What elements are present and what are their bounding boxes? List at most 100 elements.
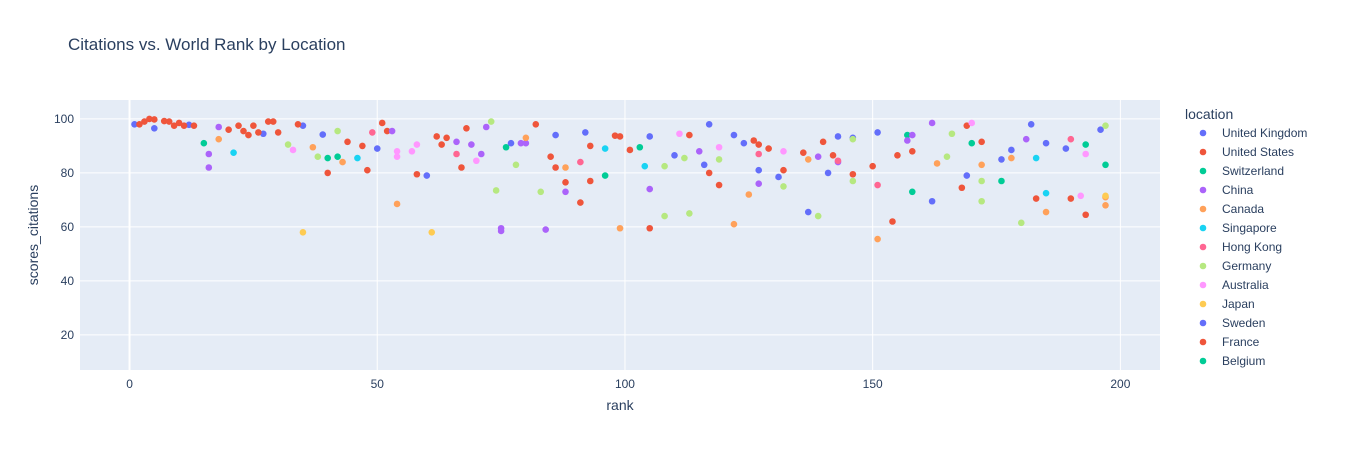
- data-point-united-kingdom[interactable]: [824, 169, 832, 177]
- data-point-canada[interactable]: [978, 161, 985, 169]
- data-point-germany[interactable]: [537, 188, 545, 196]
- legend-item-belgium[interactable]: Belgium: [1199, 354, 1266, 368]
- data-point-canada[interactable]: [616, 224, 624, 232]
- data-point-united-states[interactable]: [324, 169, 332, 177]
- data-point-china[interactable]: [453, 138, 460, 146]
- data-point-singapore[interactable]: [354, 154, 361, 162]
- data-point-united-states[interactable]: [136, 121, 143, 128]
- data-point-australia[interactable]: [393, 148, 401, 155]
- data-point-united-kingdom[interactable]: [998, 156, 1005, 163]
- data-point-germany[interactable]: [492, 187, 500, 194]
- data-point-australia[interactable]: [968, 119, 976, 127]
- data-point-china[interactable]: [482, 123, 490, 131]
- data-point-canada[interactable]: [804, 156, 812, 163]
- data-point-china[interactable]: [904, 137, 911, 144]
- legend-item-united-kingdom[interactable]: United Kingdom: [1199, 126, 1308, 140]
- data-point-china[interactable]: [814, 153, 822, 160]
- data-point-united-states[interactable]: [146, 115, 153, 123]
- data-point-united-states[interactable]: [240, 127, 247, 135]
- data-point-united-kingdom[interactable]: [874, 129, 881, 136]
- legend-item-sweden[interactable]: Sweden: [1199, 316, 1266, 330]
- data-point-united-states[interactable]: [141, 118, 148, 125]
- data-point-united-kingdom[interactable]: [1008, 146, 1015, 154]
- data-point-australia[interactable]: [780, 148, 787, 155]
- data-point-united-states[interactable]: [378, 119, 386, 127]
- data-point-united-kingdom[interactable]: [131, 121, 138, 128]
- data-point-hong-kong[interactable]: [577, 158, 584, 166]
- data-point-australia[interactable]: [1077, 192, 1085, 200]
- data-point-united-states[interactable]: [170, 122, 178, 129]
- data-point-united-states[interactable]: [908, 148, 916, 155]
- data-point-germany[interactable]: [686, 210, 693, 217]
- legend-item-switzerland[interactable]: Switzerland: [1199, 164, 1284, 178]
- data-point-united-kingdom[interactable]: [740, 139, 748, 147]
- data-point-hong-kong[interactable]: [368, 129, 376, 136]
- data-point-canada[interactable]: [339, 158, 346, 166]
- data-point-united-states[interactable]: [849, 170, 857, 178]
- data-point-united-states[interactable]: [800, 149, 807, 156]
- data-point-united-states[interactable]: [586, 177, 594, 185]
- data-point-united-states[interactable]: [245, 131, 252, 139]
- legend-item-singapore[interactable]: Singapore: [1199, 221, 1277, 235]
- data-point-china[interactable]: [695, 148, 703, 155]
- data-point-switzerland[interactable]: [636, 143, 644, 151]
- data-point-canada[interactable]: [393, 200, 401, 208]
- data-point-switzerland[interactable]: [334, 153, 341, 160]
- data-point-germany[interactable]: [715, 156, 723, 163]
- data-point-united-states[interactable]: [547, 153, 554, 160]
- data-point-united-states[interactable]: [225, 126, 232, 133]
- legend-item-united-states[interactable]: United States: [1199, 145, 1294, 159]
- data-point-canada[interactable]: [562, 164, 569, 171]
- data-point-united-kingdom[interactable]: [1097, 126, 1104, 133]
- data-point-united-states[interactable]: [978, 138, 985, 146]
- data-point-hong-kong[interactable]: [874, 181, 881, 189]
- data-point-japan[interactable]: [1102, 192, 1109, 200]
- data-point-switzerland[interactable]: [968, 139, 976, 147]
- data-point-united-kingdom[interactable]: [373, 145, 381, 152]
- data-point-germany[interactable]: [849, 177, 857, 185]
- legend-item-japan[interactable]: Japan: [1199, 297, 1255, 311]
- data-point-united-states[interactable]: [705, 169, 713, 177]
- data-point-united-states[interactable]: [780, 166, 787, 174]
- data-point-united-states[interactable]: [686, 131, 693, 139]
- data-point-united-states[interactable]: [829, 152, 837, 159]
- data-point-united-states[interactable]: [160, 117, 168, 125]
- data-point-china[interactable]: [468, 141, 475, 148]
- data-point-united-kingdom[interactable]: [755, 166, 763, 174]
- data-point-united-states[interactable]: [755, 141, 763, 148]
- data-point-germany[interactable]: [849, 135, 857, 143]
- data-point-china[interactable]: [908, 131, 916, 139]
- data-point-united-states[interactable]: [264, 118, 272, 125]
- data-point-germany[interactable]: [978, 197, 985, 205]
- data-point-united-states[interactable]: [963, 122, 971, 129]
- legend[interactable]: location United Kingdom United States Swit…: [1185, 106, 1307, 368]
- data-point-china[interactable]: [517, 139, 525, 147]
- data-point-australia[interactable]: [473, 157, 480, 165]
- data-point-united-states[interactable]: [715, 181, 723, 189]
- data-point-united-states[interactable]: [1067, 195, 1075, 202]
- data-point-united-kingdom[interactable]: [552, 131, 559, 139]
- data-point-japan[interactable]: [299, 229, 307, 236]
- data-point-hong-kong[interactable]: [453, 150, 460, 158]
- data-point-united-states[interactable]: [250, 122, 257, 129]
- data-point-united-kingdom[interactable]: [775, 173, 782, 181]
- data-point-china[interactable]: [755, 180, 763, 187]
- data-point-germany[interactable]: [512, 161, 520, 169]
- data-point-united-kingdom[interactable]: [151, 125, 158, 132]
- data-point-united-states[interactable]: [646, 224, 654, 232]
- data-point-united-kingdom[interactable]: [507, 139, 515, 147]
- data-point-united-states[interactable]: [869, 162, 876, 170]
- data-point-united-kingdom[interactable]: [928, 197, 936, 205]
- data-point-united-kingdom[interactable]: [260, 130, 267, 138]
- data-point-germany[interactable]: [334, 127, 341, 135]
- data-point-united-states[interactable]: [175, 119, 183, 127]
- data-point-united-states[interactable]: [532, 121, 540, 128]
- data-point-united-kingdom[interactable]: [834, 133, 842, 140]
- data-point-united-kingdom[interactable]: [423, 172, 431, 179]
- data-point-singapore[interactable]: [1042, 189, 1050, 197]
- data-point-germany[interactable]: [943, 153, 951, 160]
- legend-item-france[interactable]: France: [1199, 335, 1260, 349]
- data-point-germany[interactable]: [661, 212, 668, 220]
- data-point-china[interactable]: [562, 188, 569, 196]
- data-point-united-states[interactable]: [616, 133, 624, 140]
